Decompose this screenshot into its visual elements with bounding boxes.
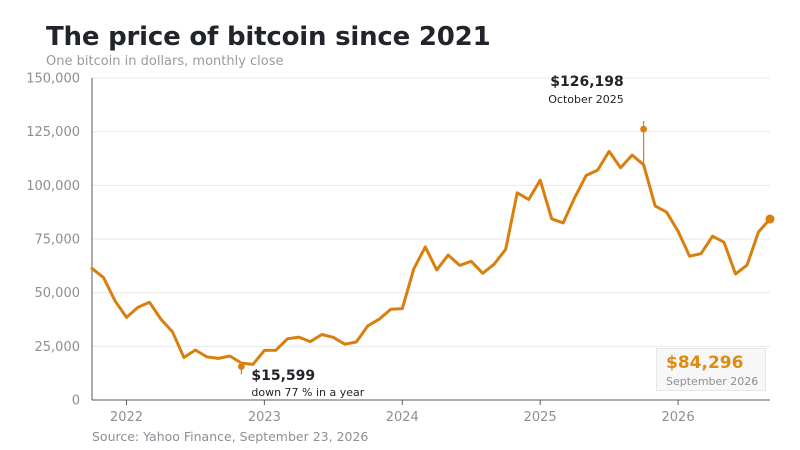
latest-price-box: $84,296 September 2026 bbox=[656, 348, 766, 391]
chart-subtitle: One bitcoin in dollars, monthly close bbox=[46, 54, 284, 69]
low-point-dot bbox=[237, 363, 245, 370]
data-point bbox=[665, 211, 667, 213]
x-tick-label: 2026 bbox=[662, 410, 695, 425]
data-point bbox=[596, 169, 598, 171]
data-point bbox=[217, 357, 219, 359]
data-point bbox=[459, 264, 461, 266]
data-point bbox=[183, 356, 185, 358]
chart-title: The price of bitcoin since 2021 bbox=[46, 22, 491, 52]
data-point bbox=[734, 273, 736, 275]
data-point bbox=[160, 318, 162, 320]
high-point-value: $126,198 bbox=[550, 74, 624, 90]
data-point bbox=[137, 306, 139, 308]
data-point bbox=[608, 150, 610, 152]
latest-point-dot bbox=[765, 214, 775, 224]
data-point bbox=[275, 349, 277, 351]
high-point-dot bbox=[640, 125, 647, 133]
y-tick-label: 50,000 bbox=[35, 286, 81, 301]
data-point bbox=[746, 264, 748, 266]
data-point bbox=[390, 308, 392, 310]
data-point bbox=[102, 276, 104, 278]
data-point bbox=[631, 154, 633, 156]
y-tick-label: 125,000 bbox=[26, 125, 80, 140]
annotations: $15,599 down 77 % in a year $126,198 Octobe… bbox=[251, 74, 623, 399]
data-point bbox=[206, 356, 208, 358]
data-point bbox=[516, 192, 518, 194]
data-point bbox=[378, 318, 380, 320]
latest-price-value: $84,296 bbox=[666, 353, 744, 373]
x-tick-labels: 2022 2023 2024 2025 2026 bbox=[110, 410, 695, 425]
data-point bbox=[171, 331, 173, 333]
x-tick-label: 2022 bbox=[110, 410, 143, 425]
data-point bbox=[573, 197, 575, 199]
grid-lines bbox=[92, 77, 770, 347]
source-note: Source: Yahoo Finance, September 23, 202… bbox=[92, 429, 369, 444]
annotation-markers bbox=[237, 121, 775, 375]
data-point bbox=[470, 260, 472, 262]
data-point bbox=[539, 179, 541, 181]
data-point bbox=[91, 267, 93, 269]
y-tick-label: 75,000 bbox=[35, 233, 81, 248]
data-point bbox=[585, 174, 587, 176]
data-point bbox=[252, 363, 254, 365]
data-point bbox=[654, 205, 656, 207]
data-point bbox=[504, 248, 506, 250]
data-point bbox=[447, 254, 449, 256]
data-point bbox=[321, 333, 323, 335]
x-tick-label: 2023 bbox=[248, 410, 281, 425]
data-point bbox=[413, 268, 415, 270]
data-point bbox=[436, 269, 438, 271]
y-tick-label: 100,000 bbox=[26, 179, 80, 194]
data-point bbox=[344, 343, 346, 345]
data-point bbox=[355, 341, 357, 343]
low-point-note: down 77 % in a year bbox=[251, 386, 364, 399]
price-series bbox=[90, 149, 772, 366]
data-point bbox=[757, 231, 759, 233]
data-point bbox=[711, 235, 713, 237]
axes bbox=[91, 78, 770, 405]
data-point bbox=[332, 336, 334, 338]
y-tick-label: 25,000 bbox=[35, 340, 81, 355]
data-point bbox=[229, 355, 231, 357]
data-point bbox=[286, 338, 288, 340]
data-point bbox=[263, 349, 265, 351]
x-tick-label: 2024 bbox=[386, 410, 419, 425]
data-point bbox=[367, 325, 369, 327]
data-point bbox=[619, 167, 621, 169]
data-point bbox=[688, 255, 690, 257]
high-point-note: October 2025 bbox=[548, 93, 624, 106]
data-point bbox=[401, 307, 403, 309]
data-point bbox=[677, 230, 679, 232]
data-point bbox=[424, 246, 426, 248]
price-line bbox=[90, 149, 772, 366]
data-point bbox=[493, 263, 495, 265]
y-tick-label: 0 bbox=[72, 394, 80, 409]
data-point bbox=[562, 222, 564, 224]
data-point bbox=[114, 300, 116, 302]
data-point bbox=[723, 241, 725, 243]
data-point bbox=[700, 252, 702, 254]
data-point bbox=[550, 218, 552, 220]
y-tick-label: 150,000 bbox=[26, 72, 80, 87]
data-point bbox=[482, 272, 484, 274]
data-point bbox=[527, 198, 529, 200]
x-tick-label: 2025 bbox=[524, 410, 557, 425]
data-point bbox=[298, 336, 300, 338]
latest-price-date: September 2026 bbox=[666, 375, 759, 388]
data-point bbox=[148, 301, 150, 303]
data-point bbox=[309, 340, 311, 342]
data-point bbox=[125, 316, 127, 318]
low-point-value: $15,599 bbox=[251, 368, 315, 384]
data-point bbox=[194, 349, 196, 351]
y-tick-labels: 0 25,000 50,000 75,000 100,000 125,000 150,000 bbox=[26, 72, 80, 409]
